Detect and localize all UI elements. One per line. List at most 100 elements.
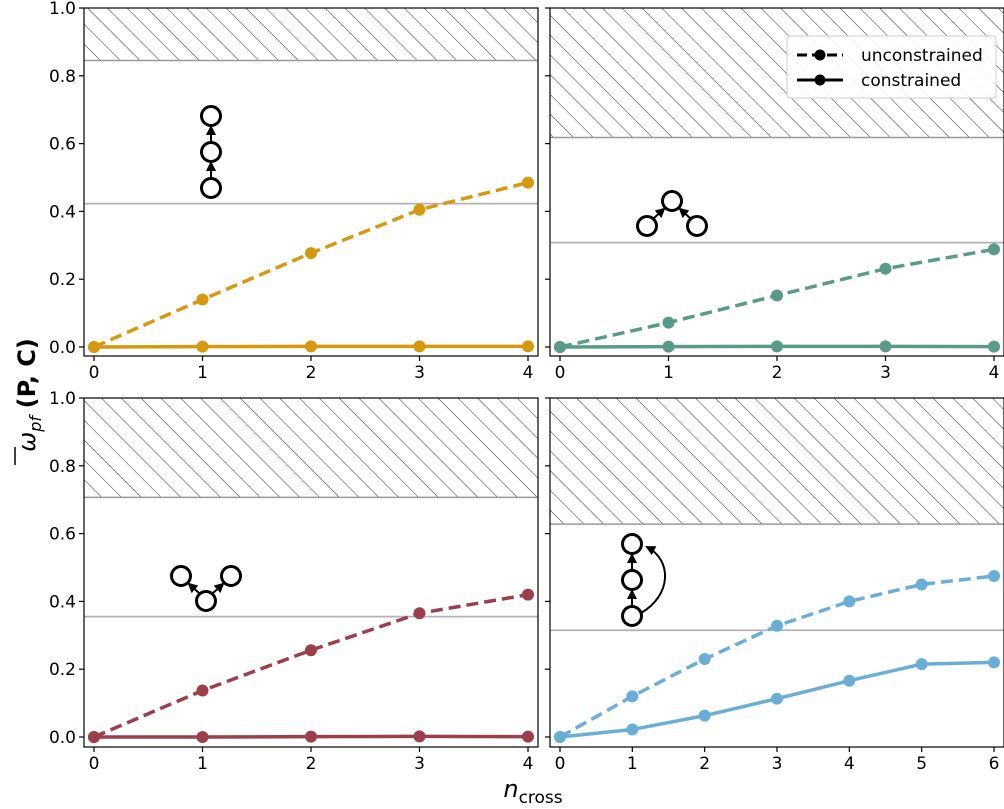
data-point-solid xyxy=(698,709,711,722)
x-axis-subscript: cross xyxy=(519,788,563,808)
x-tick-label: 2 xyxy=(306,363,317,383)
y-tick-label: 0.4 xyxy=(49,592,76,612)
data-point-solid xyxy=(879,340,892,353)
x-axis-symbol: n xyxy=(503,775,518,803)
panel-top-left: 0 1 2 3 4 0.0 0.2 0.4 0.6 0.8 1.0 xyxy=(49,0,539,383)
y-axis-subscript: pf xyxy=(26,414,45,433)
y-tick-label: 0.0 xyxy=(49,338,76,358)
data-point-dashed xyxy=(879,262,892,275)
data-point-solid xyxy=(626,723,639,736)
x-tick-label: 1 xyxy=(197,754,208,774)
data-point-solid xyxy=(88,341,100,353)
data-point-dashed xyxy=(522,176,534,189)
y-axis-title: ωpf (P, C) xyxy=(13,338,45,465)
legend-label-constrained: constrained xyxy=(861,71,961,91)
x-tick-label: 6 xyxy=(989,754,1000,774)
legend-marker-constrained xyxy=(814,74,826,86)
x-tick-label: 4 xyxy=(844,754,855,774)
data-point-solid xyxy=(843,674,856,687)
data-point-dashed xyxy=(915,578,928,591)
data-point-solid xyxy=(522,730,534,743)
data-point-dashed xyxy=(626,690,639,703)
x-tick-label: 3 xyxy=(772,754,783,774)
hatched-region xyxy=(84,398,538,498)
y-tick-label: 0.8 xyxy=(49,457,76,477)
data-point-solid xyxy=(413,730,426,743)
x-tick-label: 4 xyxy=(523,363,534,383)
y-tick-label: 1.0 xyxy=(49,389,76,409)
data-point-solid xyxy=(915,658,928,671)
y-tick-label: 0.0 xyxy=(49,728,76,748)
data-point-dashed xyxy=(522,588,534,601)
data-point-solid xyxy=(554,731,566,743)
x-tick-label: 2 xyxy=(772,363,783,383)
y-tick-label: 0.6 xyxy=(49,525,76,545)
data-point-solid xyxy=(662,340,675,353)
data-point-dashed xyxy=(988,569,1000,582)
x-tick-label: 0 xyxy=(89,754,100,774)
x-tick-label: 1 xyxy=(663,363,674,383)
x-tick-label: 5 xyxy=(916,754,927,774)
data-point-dashed xyxy=(196,684,209,697)
data-point-dashed xyxy=(413,203,426,216)
x-tick-label: 4 xyxy=(989,363,1000,383)
y-tick-label: 1.0 xyxy=(49,0,76,19)
y-tick-label: 0.4 xyxy=(49,202,76,222)
x-tick-label: 1 xyxy=(197,363,208,383)
x-tick-label: 2 xyxy=(306,754,317,774)
x-tick-label: 4 xyxy=(523,754,534,774)
data-point-dashed xyxy=(196,293,209,306)
legend: unconstrained constrained xyxy=(786,35,997,99)
data-point-dashed xyxy=(413,607,426,620)
x-tick-label: 0 xyxy=(89,363,100,383)
x-tick-label: 1 xyxy=(627,754,638,774)
x-tick-label: 0 xyxy=(555,363,566,383)
series-line-dashed xyxy=(93,592,529,739)
feedforward-motif-icon xyxy=(621,533,666,627)
panel-bottom-left: 0 1 2 3 4 0.0 0.2 0.4 0.6 0.8 1.0 xyxy=(49,389,539,774)
y-tick-label: 0.6 xyxy=(49,135,76,155)
data-point-solid xyxy=(88,731,100,743)
data-point-solid xyxy=(305,340,317,353)
hatched-region xyxy=(84,8,538,61)
y-tick-label: 0.2 xyxy=(49,270,76,290)
x-tick-label: 3 xyxy=(880,363,891,383)
hatched-region xyxy=(550,398,1004,525)
data-point-dashed xyxy=(988,243,1000,256)
data-point-dashed xyxy=(843,595,856,608)
data-point-solid xyxy=(196,340,209,353)
legend-label-unconstrained: unconstrained xyxy=(861,46,983,66)
data-point-solid xyxy=(196,731,209,743)
series-line-dashed xyxy=(559,574,995,739)
data-point-solid xyxy=(988,340,1000,353)
data-point-solid xyxy=(771,692,783,705)
data-point-solid xyxy=(554,341,566,353)
data-point-solid xyxy=(305,730,317,743)
y-axis-symbol: ω xyxy=(13,432,41,452)
data-point-dashed xyxy=(305,644,317,657)
x-tick-label: 3 xyxy=(414,363,425,383)
data-point-solid xyxy=(413,340,426,353)
divergent-motif-icon xyxy=(170,565,242,612)
data-point-dashed xyxy=(771,619,783,632)
data-point-dashed xyxy=(771,289,783,302)
y-tick-label: 0.8 xyxy=(49,67,76,87)
data-point-solid xyxy=(988,656,1000,669)
x-tick-label: 3 xyxy=(414,754,425,774)
chain-motif-icon xyxy=(200,105,222,199)
legend-marker-unconstrained xyxy=(814,49,826,61)
x-tick-label: 0 xyxy=(555,754,566,774)
series-line-dashed xyxy=(93,180,529,349)
data-point-dashed xyxy=(305,247,317,260)
convergent-motif-icon xyxy=(636,190,708,237)
x-axis-title: ncross xyxy=(503,775,562,808)
data-point-solid xyxy=(771,340,783,353)
x-tick-label: 2 xyxy=(699,754,710,774)
y-axis-args: (P, C) xyxy=(13,338,41,408)
y-tick-label: 0.2 xyxy=(49,660,76,680)
data-point-dashed xyxy=(662,316,675,329)
svg-text:ωpf (P, C): ωpf (P, C) xyxy=(13,338,45,452)
panel-bottom-right: 0 1 2 3 4 5 6 xyxy=(545,397,1004,774)
data-point-dashed xyxy=(698,653,711,666)
